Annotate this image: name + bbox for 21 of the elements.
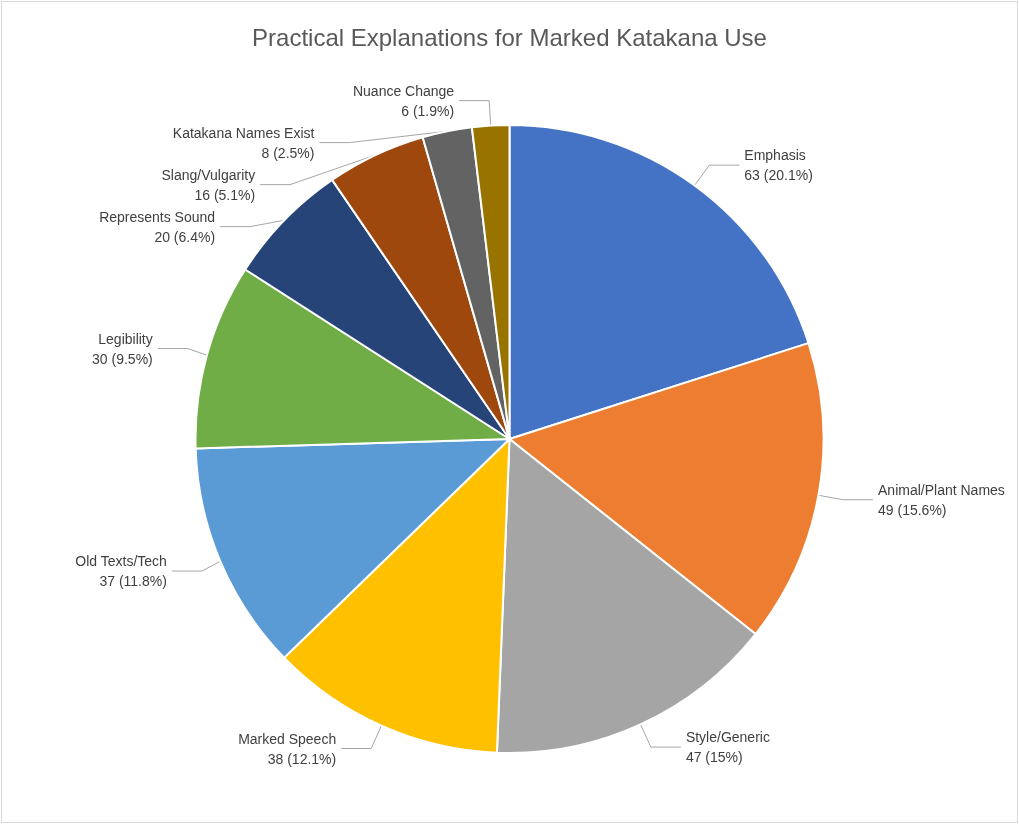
slice-label: Style/Generic <box>685 729 770 746</box>
data-label: 6 (1.9%) <box>401 102 455 119</box>
slice-label: Emphasis <box>744 147 806 164</box>
slice-label: Legibility <box>98 330 153 347</box>
data-label: 37 (11.8%) <box>99 573 167 590</box>
slice-label: Represents Sound <box>99 208 216 225</box>
slice-label: Katakana Names Exist <box>172 124 315 141</box>
chart-title: Practical Explanations for Marked Katakana Use <box>252 23 767 51</box>
slice-label: Animal/Plant Names <box>878 481 1005 498</box>
data-label: 38 (12.1%) <box>267 750 337 767</box>
slice-label: Slang/Vulgarity <box>161 166 256 183</box>
slice-label: Old Texts/Tech <box>75 553 167 570</box>
slice-label: Marked Speech <box>238 730 337 747</box>
data-label: 47 (15%) <box>685 749 743 766</box>
data-label: 49 (15.6%) <box>878 501 947 518</box>
data-label: 16 (5.1%) <box>194 186 256 203</box>
data-label: 20 (6.4%) <box>154 228 216 245</box>
data-label: 30 (9.5%) <box>92 350 153 367</box>
slice-label: Nuance Change <box>352 82 455 99</box>
data-label: 63 (20.1%) <box>744 167 813 184</box>
data-label: 8 (2.5%) <box>261 144 315 161</box>
